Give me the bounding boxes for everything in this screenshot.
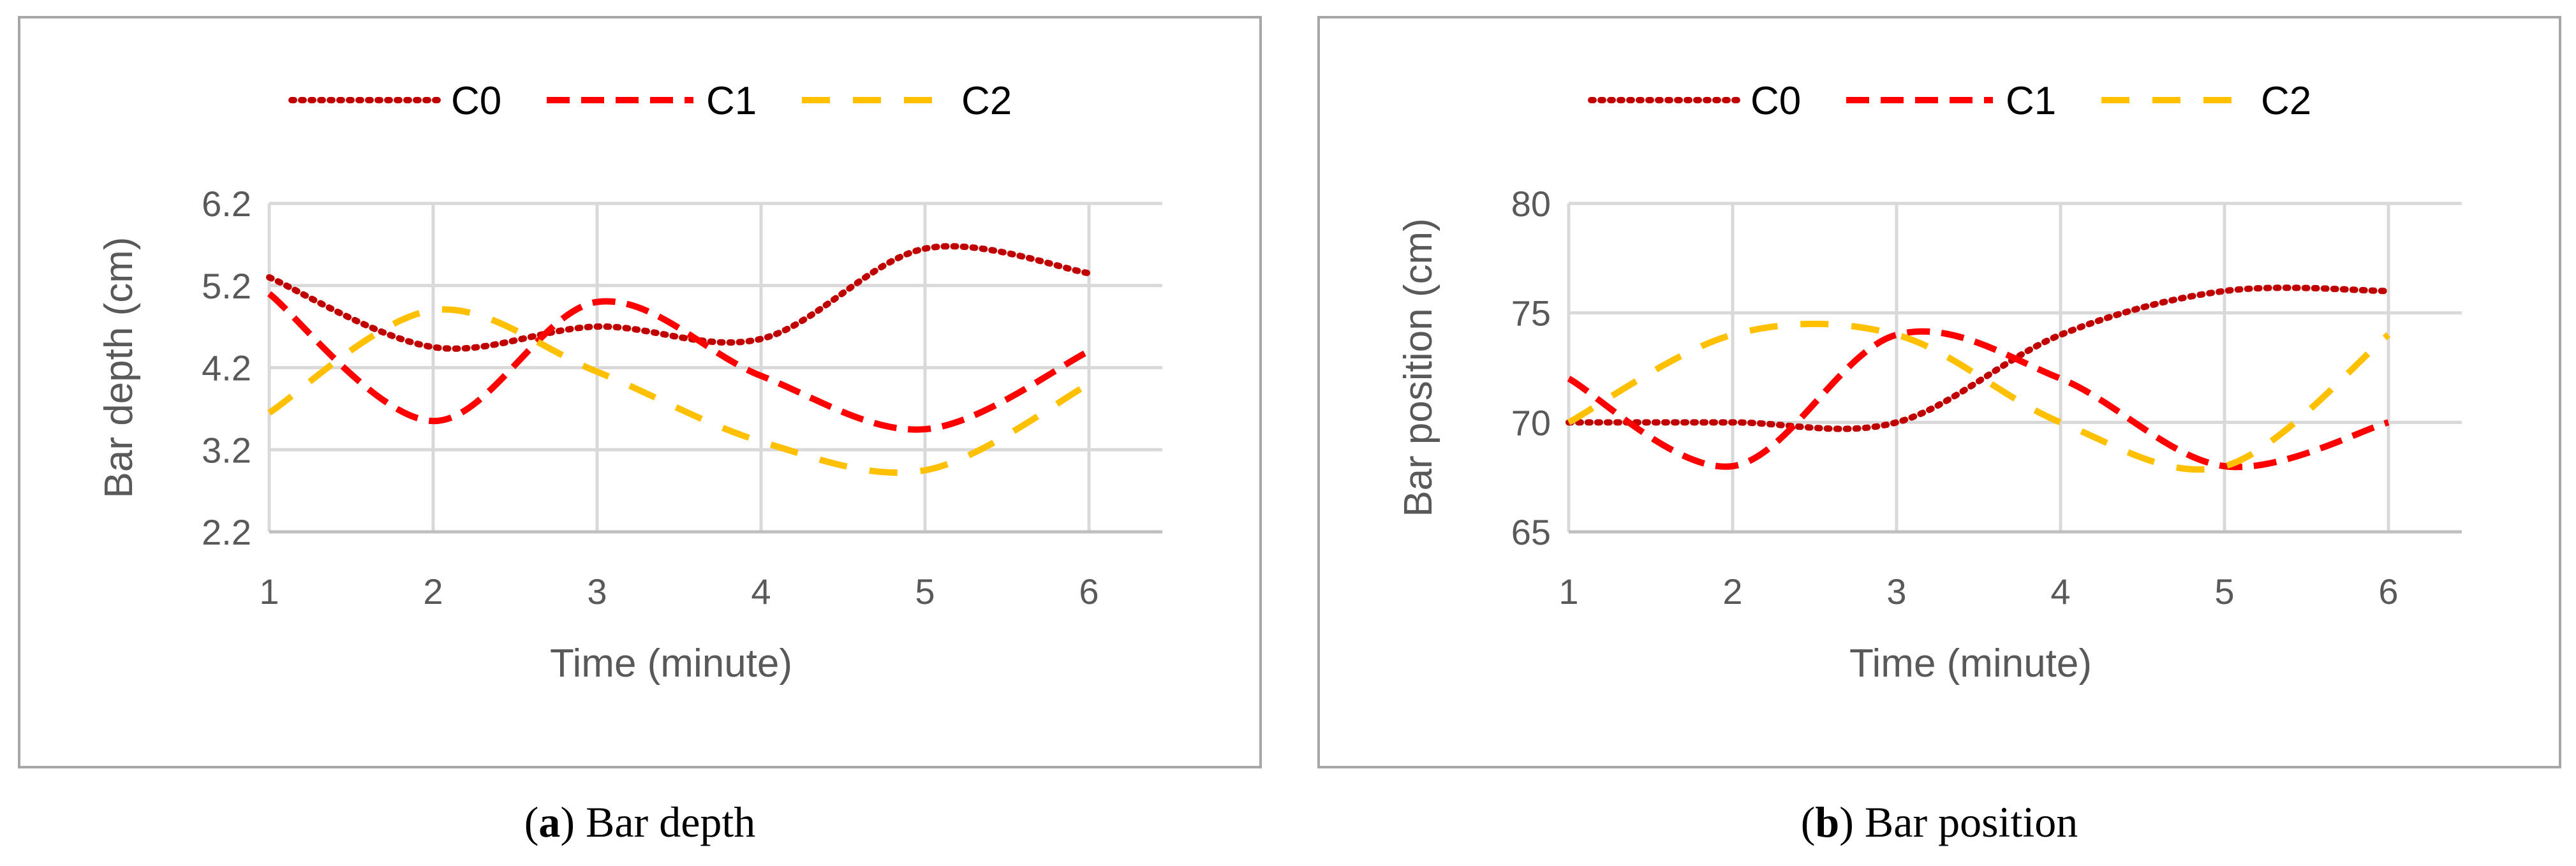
series-line-c2 [1567, 320, 2391, 473]
x-axis-title: Time (minute) [550, 642, 792, 686]
series-line-c2 [267, 306, 1091, 476]
legend-label-c1: C1 [2006, 79, 2056, 123]
caption-bar-position: (b) Bar position [1800, 798, 2078, 846]
y-tick-label: 5.2 [202, 266, 251, 306]
series-line-c1 [267, 291, 1091, 433]
legend-label-c0: C0 [1751, 79, 1801, 123]
caption-bar-depth: (a) Bar depth [524, 798, 756, 846]
x-tick-label: 1 [259, 571, 279, 612]
x-tick-label: 2 [1722, 571, 1742, 612]
x-tick-label: 4 [751, 571, 771, 612]
x-tick-label: 5 [2214, 571, 2234, 612]
caption-text: Bar position [1864, 798, 2078, 846]
legend-label-c2: C2 [2261, 79, 2311, 123]
y-axis-title: Bar position (cm) [1396, 218, 1440, 517]
series-line-c0 [1566, 284, 2392, 432]
y-tick-label: 2.2 [202, 512, 251, 552]
y-axis-title: Bar depth (cm) [97, 237, 141, 498]
caption-letter: b [1815, 798, 1840, 846]
legend-label-c1: C1 [706, 79, 757, 123]
bar-depth-chart: 2.2 3.2 4.2 5.2 6.2 1 2 3 4 5 6 Time (minute) Bar de… [97, 79, 1162, 686]
y-tick-label: 70 [1511, 402, 1551, 443]
chart-panel-bar-depth: 2.2 3.2 4.2 5.2 6.2 1 2 3 4 5 6 Time (minute) Bar de… [18, 16, 1262, 768]
y-tick-label: 65 [1511, 512, 1551, 552]
x-axis-title: Time (minute) [1849, 642, 2092, 686]
x-tick-label: 4 [2050, 571, 2070, 612]
legend-label-c0: C0 [451, 79, 501, 123]
series-line-c0 [266, 243, 1092, 352]
y-tick-label: 6.2 [202, 184, 251, 224]
y-tick-label: 80 [1511, 184, 1551, 224]
x-tick-label: 6 [1079, 571, 1099, 612]
x-tick-label: 3 [587, 571, 607, 612]
caption-text: Bar depth [586, 798, 756, 846]
y-tick-label: 75 [1511, 293, 1551, 334]
series-line-c1 [1567, 328, 2390, 471]
chart-panel-bar-position: 65 70 75 80 1 2 3 4 5 6 Time (minute) Bar position … [1317, 16, 2561, 768]
y-tick-label: 4.2 [202, 348, 251, 388]
x-tick-label: 6 [2378, 571, 2398, 612]
caption-letter: a [538, 798, 561, 846]
x-tick-label: 5 [915, 571, 935, 612]
legend-label-c2: C2 [961, 79, 1012, 123]
bar-position-chart: 65 70 75 80 1 2 3 4 5 6 Time (minute) Bar position … [1396, 79, 2462, 686]
x-tick-label: 2 [423, 571, 443, 612]
x-tick-label: 3 [1886, 571, 1906, 612]
y-tick-label: 3.2 [202, 430, 251, 470]
x-tick-label: 1 [1558, 571, 1578, 612]
